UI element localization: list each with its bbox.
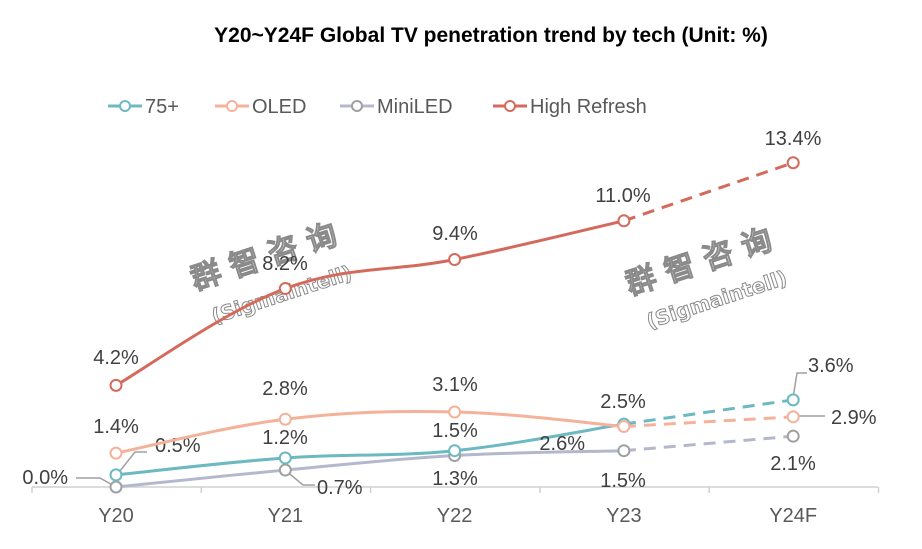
- label-leader-line: [792, 372, 807, 399]
- data-label-high-refresh: 11.0%: [595, 185, 650, 207]
- series-line-high-refresh: [115, 219, 625, 387]
- x-tick-label: Y24F: [769, 505, 817, 527]
- data-point-miniled: [109, 480, 123, 494]
- legend-label: High Refresh: [530, 96, 647, 118]
- data-point-75: [278, 451, 292, 465]
- x-tick-label: Y20: [98, 505, 134, 527]
- data-point-miniled: [278, 463, 292, 477]
- data-label-oled: 2.9%: [831, 407, 877, 429]
- legend-label: OLED: [252, 96, 306, 118]
- data-label-miniled: 0.7%: [317, 477, 363, 499]
- watermark: 群 智 咨 询(Sigmaintell): [621, 222, 790, 334]
- data-point-high-refresh: [109, 378, 123, 392]
- legend-item-75: 75+: [108, 96, 179, 118]
- data-label-miniled: 1.3%: [432, 468, 478, 490]
- legend-item-oled: OLED: [215, 96, 306, 118]
- legend-marker: [504, 100, 516, 112]
- data-label-75: 2.6%: [539, 433, 585, 455]
- data-label-high-refresh: 13.4%: [765, 128, 822, 150]
- label-leader-line: [115, 451, 147, 477]
- data-label-oled: 1.4%: [93, 416, 139, 438]
- data-point-high-refresh: [786, 156, 800, 170]
- data-label-miniled: 2.1%: [770, 453, 816, 475]
- data-point-high-refresh: [278, 282, 292, 296]
- x-tick-label: Y23: [606, 505, 642, 527]
- series-forecast-line-oled: [623, 415, 794, 428]
- data-point-oled: [278, 412, 292, 426]
- series-forecast-line-high-refresh: [623, 161, 794, 223]
- legend-label: MiniLED: [377, 96, 453, 118]
- legend-marker: [351, 100, 363, 112]
- data-point-75: [448, 444, 462, 458]
- data-point-high-refresh: [617, 214, 631, 228]
- data-label-75: 1.5%: [432, 420, 478, 442]
- data-label-high-refresh: 4.2%: [93, 347, 139, 369]
- data-label-miniled: 1.5%: [600, 470, 646, 492]
- data-point-75: [786, 393, 800, 407]
- data-label-miniled: 0.0%: [22, 467, 68, 489]
- data-point-miniled: [786, 429, 800, 443]
- label-leader-line: [284, 469, 315, 486]
- data-label-75: 3.6%: [808, 355, 854, 377]
- series-line-miniled: [115, 449, 624, 489]
- data-point-high-refresh: [448, 253, 462, 267]
- chart-title: Y20~Y24F Global TV penetration trend by …: [214, 24, 768, 47]
- legend-marker: [226, 100, 238, 112]
- data-label-oled: 3.1%: [432, 374, 478, 396]
- series-line-75: [115, 422, 625, 477]
- data-label-oled: 2.5%: [600, 391, 646, 413]
- x-tick-label: Y21: [268, 505, 304, 527]
- data-label-high-refresh: 8.2%: [262, 253, 308, 275]
- series-forecast-line-miniled: [623, 434, 794, 453]
- data-point-miniled: [617, 444, 631, 458]
- data-label-high-refresh: 9.4%: [432, 223, 478, 245]
- legend-marker: [119, 100, 131, 112]
- legend-label: 75+: [145, 96, 179, 118]
- data-point-75: [109, 468, 123, 482]
- data-point-oled: [448, 405, 462, 419]
- series-forecast-line-75: [623, 398, 794, 426]
- legend-item-miniled: MiniLED: [340, 96, 453, 118]
- data-point-oled: [617, 420, 631, 433]
- data-label-oled: 2.8%: [262, 378, 308, 400]
- data-point-oled: [786, 410, 800, 424]
- series-line-oled: [115, 410, 625, 455]
- x-tick-label: Y22: [437, 505, 473, 527]
- legend-item-high-refresh: High Refresh: [493, 96, 647, 118]
- data-point-oled: [109, 446, 123, 460]
- data-label-75: 1.2%: [262, 427, 308, 449]
